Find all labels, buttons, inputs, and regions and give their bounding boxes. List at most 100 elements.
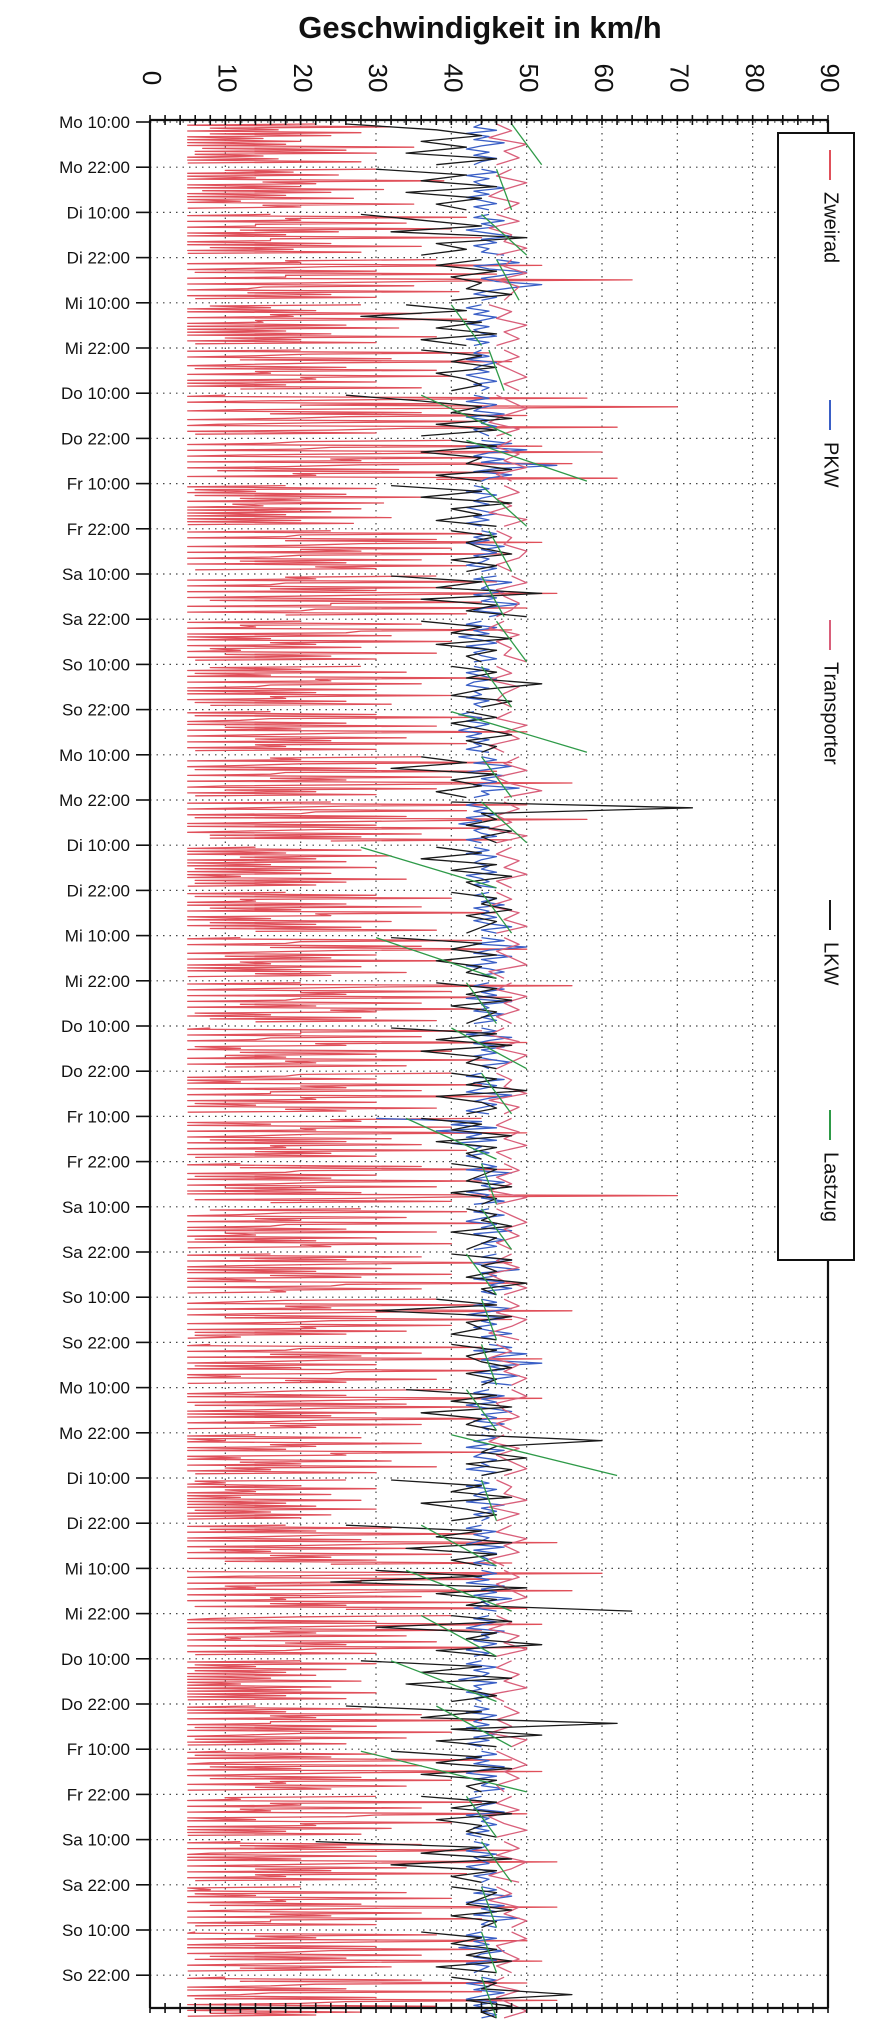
series-segment-transporter [488, 1343, 528, 1386]
time-tick-label: Fr 22:00 [67, 1153, 130, 1172]
time-tick-label: Di 10:00 [67, 836, 130, 855]
x-tick-labels: 0 10 20 30 40 50 60 70 80 90 [137, 64, 845, 93]
series-segment-lastzug [481, 801, 528, 844]
series-segment-zweirad [187, 1117, 528, 1159]
series-segment-lkw [345, 1705, 618, 1748]
series-segment-lastzug [480, 666, 513, 708]
series-segment-lkw [391, 1027, 513, 1070]
series-segment-lastzug [480, 892, 513, 934]
time-tick-label: Di 10:00 [67, 1469, 130, 1488]
series-segment-lastzug [480, 756, 513, 798]
series-segment-zweirad [187, 168, 445, 209]
series-segment-zweirad [187, 575, 558, 616]
legend-box [777, 132, 855, 1261]
series-segment-pkw [465, 1840, 498, 1883]
series-layer [187, 123, 694, 2019]
series-segment-zweirad [187, 1750, 543, 1791]
time-tick-label: So 22:00 [62, 701, 130, 720]
series-segment-lkw [451, 1976, 573, 2019]
time-tick-label: Do 10:00 [61, 384, 130, 403]
series-segment-transporter [495, 1931, 528, 1974]
series-segment-pkw [465, 1027, 513, 1070]
series-segment-lastzug [465, 1253, 498, 1296]
series-segment-lkw [420, 439, 513, 482]
series-segment-zweirad [187, 1705, 483, 1746]
series-segment-lastzug [480, 1072, 513, 1115]
series-segment-pkw [458, 620, 498, 663]
x-tick-label: 90 [815, 64, 845, 93]
time-tick-label: Di 22:00 [67, 881, 130, 900]
legend-item: Zweirad [820, 150, 842, 263]
time-tick-label: Di 22:00 [67, 1514, 130, 1533]
series-segment-lkw [451, 891, 513, 934]
series-segment-lkw [375, 1614, 543, 1657]
time-tick-label: Mi 10:00 [65, 1559, 130, 1578]
series-segment-lkw [435, 1072, 528, 1115]
time-tick-label: Do 22:00 [61, 429, 130, 448]
series-segment-lastzug [375, 936, 497, 979]
series-segment-lastzug [495, 259, 520, 301]
x-tick-label: 10 [212, 64, 242, 93]
series-segment-zweirad [187, 891, 498, 933]
series-segment-transporter [488, 1524, 528, 1567]
series-segment-lastzug [360, 846, 497, 889]
series-lastzug [360, 123, 618, 2019]
series-segment-lastzug [450, 1027, 528, 1070]
series-segment-lkw [450, 710, 513, 753]
series-segment-transporter [488, 620, 527, 663]
series-segment-zweirad [187, 1976, 558, 2017]
time-tick-label: So 10:00 [62, 1288, 130, 1307]
series-segment-zweirad [187, 1479, 377, 1520]
series-segment-lastzug [480, 1886, 498, 1928]
series-segment-zweirad [187, 1660, 377, 1701]
series-segment-zweirad [187, 846, 407, 887]
series-segment-transporter [495, 349, 528, 392]
series-segment-lastzug [451, 1434, 618, 1477]
series-segment-lastzug [495, 620, 528, 663]
series-segment-lkw [390, 756, 498, 799]
series-segment-lastzug [466, 439, 588, 482]
series-segment-zweirad [187, 439, 618, 481]
series-segment-zweirad [187, 936, 528, 978]
legend: Zweirad PKW Transporter LKW Lastzug [777, 132, 855, 1261]
series-segment-lkw [360, 304, 498, 347]
series-segment-zweirad [187, 484, 422, 526]
series-segment-lkw [330, 1569, 633, 1612]
series-segment-zweirad [187, 1388, 543, 1430]
series-segment-pkw [473, 258, 543, 301]
series-segment-lkw [345, 123, 498, 166]
series-segment-zweirad [187, 1886, 558, 1927]
x-tick-label: 30 [363, 64, 393, 93]
time-tick-label: Mo 22:00 [59, 158, 130, 177]
series-segment-lastzug [495, 168, 513, 211]
time-tick-label: Sa 10:00 [62, 1831, 130, 1850]
series-segment-lkw [315, 1840, 513, 1883]
legend-item: PKW [820, 400, 842, 488]
series-segment-lastzug [481, 213, 528, 256]
series-segment-pkw [458, 1660, 498, 1703]
series-segment-lastzug [360, 1750, 527, 1793]
series-segment-lkw [421, 620, 513, 663]
time-tick-label: Fr 10:00 [67, 1740, 130, 1759]
series-segment-lastzug [465, 982, 498, 1024]
series-segment-zweirad [187, 394, 678, 435]
series-segment-pkw [465, 1388, 513, 1431]
series-segment-transporter [488, 1615, 528, 1657]
series-segment-lkw [435, 258, 513, 301]
series-segment-zweirad [187, 756, 573, 797]
series-segment-zweirad [187, 982, 573, 1023]
series-segment-lastzug [481, 485, 528, 527]
series-segment-lkw [451, 1343, 513, 1386]
time-tick-label: Do 10:00 [61, 1650, 130, 1669]
time-tick-label: Di 22:00 [67, 249, 130, 268]
time-tick-label: Mo 10:00 [59, 1379, 130, 1398]
time-tick-label: Fr 22:00 [67, 1785, 130, 1804]
series-segment-transporter [488, 485, 528, 527]
series-segment-transporter [495, 575, 528, 618]
series-segment-lkw [450, 1208, 513, 1251]
series-segment-lastzug [480, 575, 505, 618]
series-segment-lastzug [420, 1524, 497, 1567]
series-segment-transporter [495, 259, 528, 301]
series-segment-lastzug [420, 1615, 497, 1657]
time-tick-label: So 10:00 [62, 1921, 130, 1940]
